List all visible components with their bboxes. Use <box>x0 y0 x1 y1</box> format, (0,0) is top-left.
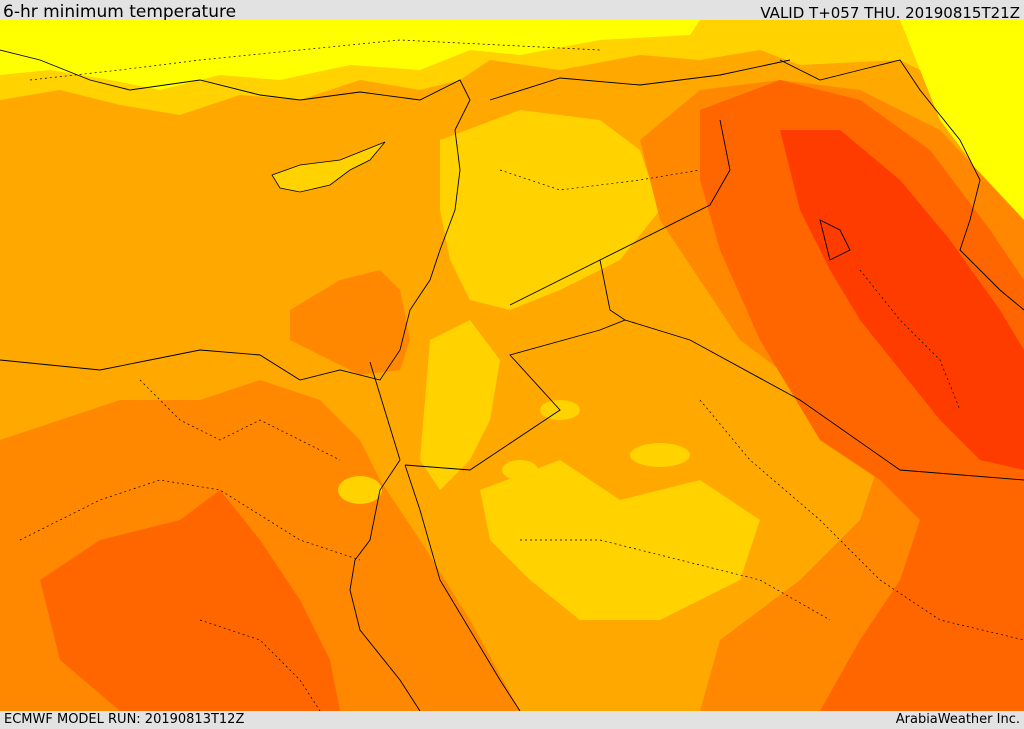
borders <box>369 59 1024 481</box>
map-canvas <box>0 20 1024 711</box>
model-run: ECMWF MODEL RUN: 20190813T12Z <box>4 712 245 727</box>
field-red-iraq <box>780 130 1024 470</box>
field-bright-yellow-north <box>0 20 700 90</box>
field-cyprus <box>271 141 386 193</box>
map-footer: ECMWF MODEL RUN: 20190813T12Z ArabiaWeat… <box>0 711 1024 729</box>
map-title: 6-hr minimum temperature <box>3 2 237 22</box>
map-header: 6-hr minimum temperature VALID T+057 THU… <box>0 0 1024 22</box>
field-yellow-northeast <box>900 20 1024 220</box>
field-yellow-arabia <box>480 460 760 620</box>
credit-label: ArabiaWeather Inc. <box>895 712 1020 727</box>
field-yellow-patch <box>502 460 538 480</box>
field-yellow-jordan <box>420 320 500 490</box>
valid-time: VALID T+057 THU. 20190815T21Z <box>760 4 1020 22</box>
temperature-map <box>0 20 1024 711</box>
field-dark-orange-med <box>290 270 410 375</box>
coastlines <box>0 49 1024 711</box>
field-yellow-patch <box>630 443 690 467</box>
field-red-egypt <box>40 490 340 711</box>
field-yellow-levant <box>440 110 660 310</box>
field-yellow-patch <box>338 476 382 504</box>
provincial-boundaries <box>19 39 1024 711</box>
